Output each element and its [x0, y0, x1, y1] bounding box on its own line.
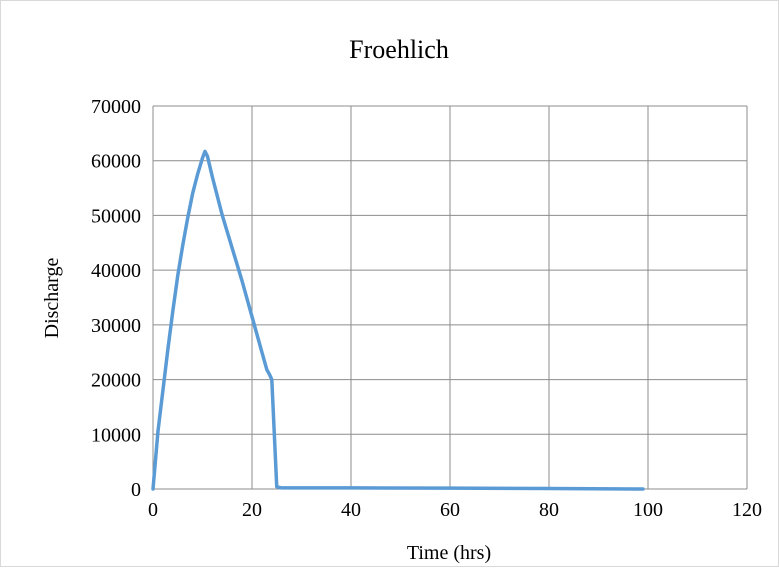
y-tick-label: 50000 — [91, 205, 141, 227]
x-tick-label: 40 — [341, 499, 361, 521]
x-tick-label: 0 — [148, 499, 158, 521]
x-tick-label: 20 — [242, 499, 262, 521]
y-tick-label: 70000 — [91, 96, 141, 118]
y-tick-label: 10000 — [91, 424, 141, 446]
series-layer — [151, 149, 645, 491]
y-tick-label: 20000 — [91, 370, 141, 392]
x-tick-label: 60 — [440, 499, 460, 521]
chart-title: Froehlich — [349, 35, 449, 64]
y-tick-label: 60000 — [91, 151, 141, 173]
grid — [152, 105, 748, 490]
y-tick-label: 0 — [131, 479, 141, 501]
y-tick-label: 30000 — [91, 315, 141, 337]
discharge-series-line — [151, 149, 645, 491]
x-tick-labels: 0 20 40 60 80 100 120 — [148, 499, 762, 521]
x-tick-label: 80 — [539, 499, 559, 521]
y-tick-labels: 0 10000 20000 30000 40000 50000 60000 70000 — [91, 96, 141, 501]
x-tick-label: 100 — [633, 499, 663, 521]
x-axis-label: Time (hrs) — [407, 542, 491, 564]
x-tick-label: 120 — [732, 499, 762, 521]
y-axis-label: Discharge — [41, 258, 63, 339]
y-tick-label: 40000 — [91, 260, 141, 282]
